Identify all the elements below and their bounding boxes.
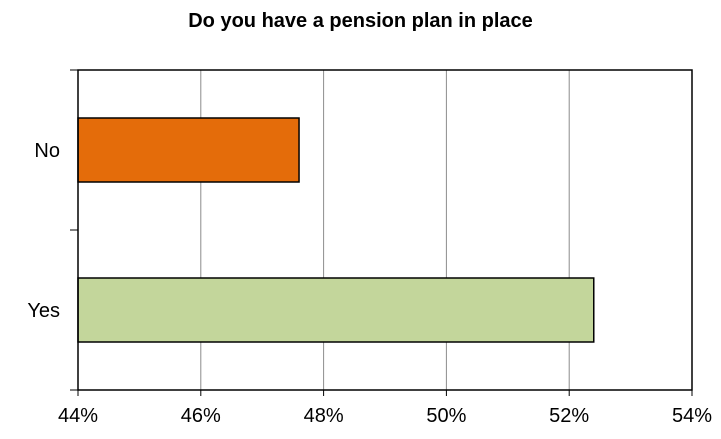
x-tick-label: 50% <box>426 405 466 427</box>
x-tick-label: 46% <box>181 405 221 427</box>
x-tick-label: 52% <box>549 405 589 427</box>
y-category-label: Yes <box>27 300 60 322</box>
x-tick-label: 44% <box>58 405 98 427</box>
y-category-label: No <box>34 140 60 162</box>
x-tick-label: 48% <box>304 405 344 427</box>
x-tick-label: 54% <box>672 405 712 427</box>
chart-title: Do you have a pension plan in place <box>188 10 533 32</box>
bar-no <box>77 117 300 183</box>
bar-yes <box>77 277 595 343</box>
